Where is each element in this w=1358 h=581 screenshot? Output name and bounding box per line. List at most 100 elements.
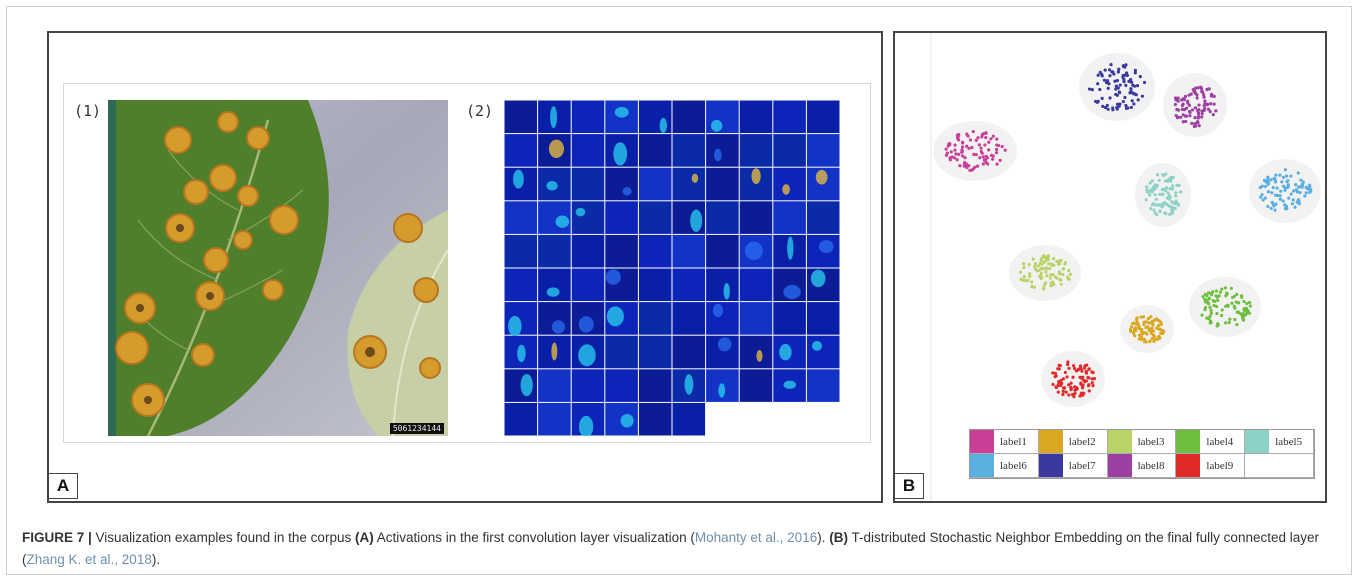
tsne-point: [1039, 257, 1043, 261]
photo-id-stamp: 5061234144: [389, 423, 444, 434]
tsne-point: [960, 154, 965, 158]
panel-letter-a: A: [49, 473, 78, 499]
tsne-point: [1167, 177, 1171, 182]
activation-cell: [504, 402, 538, 436]
tsne-point: [1133, 71, 1137, 75]
tsne-point: [1159, 322, 1163, 327]
tsne-cluster: [1041, 351, 1105, 407]
tsne-point: [1129, 325, 1134, 329]
tsne-point: [1207, 317, 1211, 321]
tsne-point: [944, 147, 948, 151]
tsne-point: [1127, 79, 1131, 83]
tsne-point: [1211, 290, 1215, 294]
tsne-point: [1066, 360, 1070, 364]
tsne-point: [1056, 367, 1060, 371]
tsne-point: [1074, 369, 1079, 373]
tsne-point: [1132, 331, 1136, 335]
tsne-point: [948, 158, 952, 162]
activation-blob: [717, 337, 732, 352]
tsne-point: [1206, 107, 1211, 111]
tsne-point: [1157, 319, 1162, 323]
tsne-point: [1106, 107, 1110, 111]
tsne-point: [1193, 91, 1198, 95]
activation-cell: [504, 201, 538, 234]
activation-cell: [706, 302, 739, 335]
legend-item: label6: [970, 454, 1039, 478]
tsne-point: [1166, 191, 1170, 195]
tsne-point: [1281, 199, 1285, 203]
activation-cell: [773, 134, 806, 167]
activation-blob: [575, 207, 586, 217]
tsne-point: [1296, 200, 1301, 205]
tsne-point: [1170, 210, 1175, 214]
tsne-point: [1171, 175, 1175, 179]
tsne-point: [1211, 113, 1215, 117]
tsne-point: [1080, 376, 1084, 380]
tsne-point: [987, 140, 991, 144]
activation-cell: [571, 100, 605, 134]
tsne-point: [1209, 311, 1213, 315]
caption-b-citation-link[interactable]: Zhang K. et al., 2018: [26, 552, 152, 567]
tsne-point: [1067, 393, 1071, 397]
tsne-cluster: [1120, 305, 1174, 353]
tsne-point: [1107, 82, 1111, 86]
tsne-point: [1184, 106, 1189, 110]
tsne-point: [1203, 107, 1207, 111]
tsne-point: [953, 143, 957, 147]
activation-blob: [787, 236, 794, 260]
tsne-point: [1304, 185, 1308, 189]
tsne-point: [1139, 335, 1143, 339]
tsne-point: [1052, 257, 1056, 261]
tsne-point: [1295, 190, 1300, 194]
activation-cell: [605, 335, 638, 369]
tsne-point: [1226, 304, 1230, 308]
tsne-point: [1176, 202, 1180, 206]
activation-cell: [571, 201, 605, 234]
tsne-point: [1062, 267, 1066, 271]
tsne-point: [1114, 87, 1118, 91]
tsne-point: [1158, 327, 1162, 331]
tsne-point: [1275, 186, 1279, 190]
tsne-point: [1148, 193, 1152, 197]
activation-grid: [504, 100, 840, 436]
activation-blob: [659, 117, 668, 134]
tsne-point: [1075, 387, 1079, 391]
tsne-point: [1061, 272, 1065, 277]
activation-cell: [806, 335, 840, 369]
tsne-point: [1103, 68, 1107, 72]
activation-cell: [806, 369, 840, 402]
tsne-point: [1087, 383, 1091, 387]
activation-cell: [806, 100, 840, 134]
tsne-point: [1136, 98, 1140, 102]
tsne-point: [1077, 367, 1081, 371]
tsne-point: [1171, 184, 1175, 188]
activation-blob: [690, 209, 703, 232]
tsne-point: [1217, 294, 1221, 298]
tsne-point: [1100, 74, 1104, 78]
tsne-point: [1208, 109, 1212, 114]
tsne-point: [1030, 280, 1034, 284]
tsne-point: [1174, 194, 1178, 198]
tsne-point: [1093, 99, 1098, 104]
tsne-point: [1141, 315, 1146, 319]
tsne-point: [1133, 68, 1138, 72]
caption-a-citation-link[interactable]: Mohanty et al., 2016: [694, 530, 818, 545]
tsne-point: [1266, 190, 1270, 194]
legend-item: label7: [1038, 454, 1108, 478]
tsne-point: [1278, 173, 1282, 177]
tsne-point: [1049, 284, 1053, 288]
tsne-point: [1218, 290, 1223, 294]
tsne-point: [960, 145, 965, 149]
tsne-point: [1151, 323, 1155, 327]
tsne-point: [1091, 384, 1095, 388]
activation-blob: [744, 241, 763, 261]
tsne-point: [1239, 312, 1243, 316]
activation-blob: [517, 344, 526, 363]
activation-cell: [638, 234, 672, 268]
tsne-point: [1174, 191, 1178, 195]
tsne-point: [1274, 173, 1278, 177]
tsne-point: [991, 157, 995, 161]
tsne-point: [998, 158, 1002, 162]
tsne-point: [1245, 311, 1249, 315]
tsne-point: [1152, 208, 1156, 212]
